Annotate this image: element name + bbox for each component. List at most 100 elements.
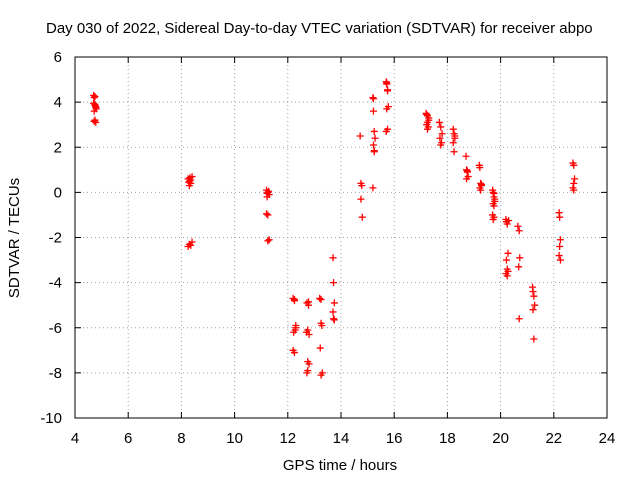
data-point <box>502 270 510 278</box>
data-point <box>316 294 324 302</box>
data-point <box>369 107 377 115</box>
data-point <box>463 175 471 183</box>
data-point <box>438 130 446 138</box>
data-point <box>369 141 377 149</box>
data-point <box>330 315 338 323</box>
data-point <box>371 134 379 142</box>
x-tick-label: 6 <box>124 430 132 447</box>
data-point <box>316 344 324 352</box>
data-point <box>317 296 325 304</box>
data-point <box>530 292 538 300</box>
axis-ticks <box>74 56 608 419</box>
x-tick-label: 8 <box>177 430 185 447</box>
data-point <box>369 95 377 103</box>
data-point <box>357 195 365 203</box>
data-point <box>477 180 485 188</box>
data-point <box>383 79 391 87</box>
data-point <box>491 197 499 205</box>
gridlines <box>75 57 607 418</box>
data-point <box>529 288 537 296</box>
data-point <box>514 222 522 230</box>
data-point <box>437 123 445 131</box>
data-point <box>318 369 326 377</box>
data-point <box>515 315 523 323</box>
y-tick-label: -2 <box>49 230 62 247</box>
x-tick-label: 4 <box>71 430 79 447</box>
data-point <box>556 213 564 221</box>
data-point <box>186 174 194 182</box>
y-tick-label: 4 <box>54 94 62 111</box>
x-tick-label: 14 <box>333 430 350 447</box>
data-point <box>369 184 377 192</box>
data-points <box>90 78 579 379</box>
data-point <box>503 220 511 228</box>
data-point <box>436 134 444 142</box>
data-point <box>91 102 99 110</box>
x-tick-label: 10 <box>226 430 243 447</box>
data-point <box>462 152 470 160</box>
data-point <box>302 328 310 336</box>
data-point <box>504 249 512 257</box>
x-tick-label: 24 <box>599 430 616 447</box>
data-point <box>356 132 364 140</box>
x-tick-label: 16 <box>386 430 403 447</box>
data-point <box>437 141 445 149</box>
data-point <box>476 164 484 172</box>
x-tick-label: 20 <box>492 430 509 447</box>
y-tick-label: -10 <box>40 410 62 427</box>
data-point <box>289 346 297 354</box>
data-point <box>463 167 471 175</box>
data-point <box>477 186 485 194</box>
data-point <box>330 316 338 324</box>
data-point <box>91 92 99 100</box>
data-point <box>555 252 563 260</box>
data-point <box>382 127 390 135</box>
data-point <box>329 254 337 262</box>
data-point <box>556 243 564 251</box>
data-point <box>490 190 498 198</box>
data-point <box>489 188 497 196</box>
data-point <box>264 211 272 219</box>
data-point <box>303 369 311 377</box>
data-point <box>263 210 271 218</box>
data-point <box>515 227 523 235</box>
data-point <box>505 217 513 225</box>
y-tick-label: -4 <box>49 275 62 292</box>
data-point <box>384 86 392 94</box>
y-tick-label: 6 <box>54 49 62 66</box>
data-point <box>358 182 366 190</box>
y-tick-label: -8 <box>49 365 62 382</box>
data-point <box>329 308 337 316</box>
data-point <box>305 298 313 306</box>
data-point <box>265 236 273 244</box>
data-point <box>489 215 497 223</box>
data-point <box>515 263 523 271</box>
y-tick-label: -6 <box>49 320 62 337</box>
data-point <box>188 238 196 246</box>
data-point <box>502 256 510 264</box>
data-point <box>516 254 524 262</box>
data-point <box>570 179 578 187</box>
data-point <box>530 335 538 343</box>
x-tick-label: 12 <box>279 430 296 447</box>
data-point <box>330 279 338 287</box>
data-point <box>330 299 338 307</box>
data-point <box>92 118 100 126</box>
x-axis-label: GPS time / hours <box>283 457 397 474</box>
data-point <box>305 360 313 368</box>
y-axis-label: SDTVAR / TECUs <box>6 178 23 298</box>
data-point <box>318 321 326 329</box>
data-point <box>264 237 272 245</box>
data-point <box>358 213 366 221</box>
data-point <box>531 301 539 309</box>
data-point <box>90 107 98 115</box>
data-point <box>383 105 391 113</box>
data-point <box>556 236 564 244</box>
data-point <box>571 175 579 183</box>
data-point <box>263 190 271 198</box>
data-point <box>187 241 195 249</box>
data-point <box>423 125 431 133</box>
data-point <box>490 202 498 210</box>
data-point <box>529 306 537 314</box>
